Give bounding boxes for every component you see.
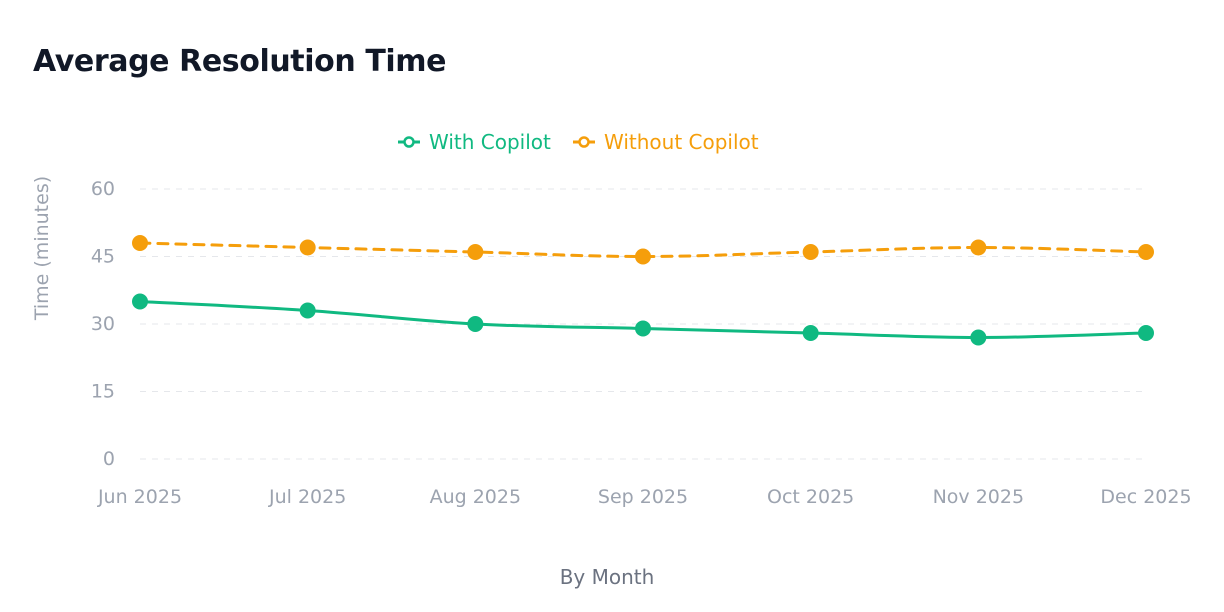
data-point-without-copilot[interactable] [802,244,819,260]
x-tick-label: Jun 2025 [97,486,182,508]
y-tick-label: 45 [91,246,115,268]
legend-marker-icon [403,136,415,148]
x-tick-label: Nov 2025 [933,486,1024,508]
data-point-with-copilot[interactable] [299,302,316,319]
x-tick-label: Dec 2025 [1100,486,1191,508]
y-axis-title: Time (minutes) [31,176,53,321]
y-tick-label: 15 [91,381,115,403]
x-tick-label: Aug 2025 [430,486,522,508]
y-tick-label: 60 [91,178,115,200]
y-axis-ticks: 0 15 30 45 60 [91,178,115,470]
data-point-with-copilot[interactable] [467,316,484,332]
chart-title: Average Resolution Time [33,44,447,79]
data-point-without-copilot[interactable] [635,248,651,265]
series-without-copilot [132,235,1154,265]
data-point-without-copilot[interactable] [132,235,148,251]
legend-item-without-copilot[interactable]: Without Copilot [573,130,759,154]
data-point-without-copilot[interactable] [970,239,987,256]
x-tick-label: Oct 2025 [767,486,854,508]
x-axis-title: By Month [560,565,655,589]
data-point-without-copilot[interactable] [1138,244,1154,260]
x-axis-ticks: Jun 2025 Jul 2025 Aug 2025 Sep 2025 Oct 2025… [97,486,1192,508]
x-tick-label: Jul 2025 [268,486,346,508]
x-tick-label: Sep 2025 [598,486,688,508]
data-point-with-copilot[interactable] [635,320,651,337]
legend-marker-icon [578,136,590,148]
data-point-with-copilot[interactable] [802,325,819,341]
series-with-copilot [132,293,1154,346]
data-point-with-copilot[interactable] [132,293,148,310]
legend: With Copilot Without Copilot [398,130,759,154]
data-point-without-copilot[interactable] [299,239,316,256]
y-tick-label: 0 [103,448,115,470]
legend-item-with-copilot[interactable]: With Copilot [398,130,551,154]
y-tick-label: 30 [91,313,115,335]
data-point-without-copilot[interactable] [467,244,484,260]
legend-label: With Copilot [429,130,551,154]
legend-label: Without Copilot [604,130,759,154]
data-point-with-copilot[interactable] [1138,325,1154,341]
data-point-with-copilot[interactable] [970,329,987,346]
